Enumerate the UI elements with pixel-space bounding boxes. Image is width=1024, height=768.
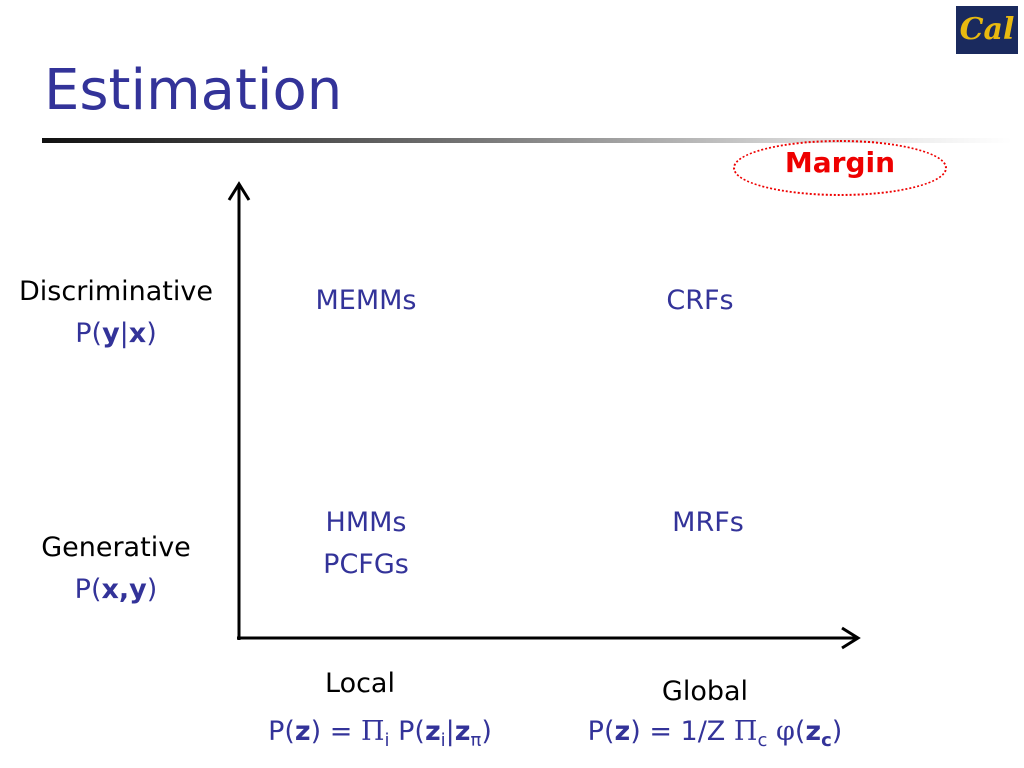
formula-part: P( [268, 716, 295, 747]
formula-part: P( [389, 716, 425, 747]
cell: CRFs [600, 280, 800, 322]
formula-part: ) [146, 318, 157, 349]
cell: HMMs PCFGs [266, 502, 466, 586]
formula-part: ( [794, 716, 806, 747]
x-arrow [841, 626, 861, 650]
model-name: HMMs [325, 507, 407, 538]
x-formula: P(z) = 1/Z Πc φ(zc) [535, 716, 895, 751]
margin-ellipse [733, 140, 947, 196]
y-label: Generative [41, 532, 191, 563]
model-name: CRFs [666, 285, 734, 316]
margin-label: Margin [784, 146, 896, 179]
model-name: MRFs [672, 507, 744, 538]
formula-part: z [294, 716, 311, 747]
formula-part: | [445, 716, 455, 747]
formula-part: ) [831, 716, 843, 747]
formula-part: Π [360, 716, 385, 747]
y-label: Discriminative [19, 276, 213, 307]
formula-part: x,y [101, 574, 147, 605]
formula-part: P( [74, 574, 102, 605]
x-formula: P(z) = Πi P(zi|zπ) [200, 716, 560, 751]
model-name: MEMMs [315, 285, 417, 316]
slide-title: Estimation [44, 58, 343, 123]
cell: MRFs [608, 502, 808, 544]
model-name: PCFGs [323, 549, 409, 580]
formula-part: φ [775, 716, 795, 747]
x-label: Local [325, 668, 395, 699]
formula-part: y [102, 318, 120, 349]
formula-part: ) [146, 574, 158, 605]
formula-part: c [757, 730, 768, 751]
y-formula: P(x,y) [0, 574, 232, 605]
formula-part: ) = [310, 716, 361, 747]
formula-part: i [384, 730, 390, 751]
formula-part: | [119, 318, 129, 349]
cell: MEMMs [266, 280, 466, 322]
formula-part: x [128, 318, 147, 349]
formula-part: c [821, 730, 832, 751]
y-formula: P(y|x) [0, 318, 232, 349]
formula-part: z [805, 716, 822, 747]
logo: Cal [956, 6, 1018, 54]
formula-part: z [454, 716, 471, 747]
formula-part [767, 716, 776, 747]
formula-part: ) = 1/Z [630, 716, 734, 747]
formula-part: i [440, 730, 446, 751]
formula-part: P( [75, 318, 103, 349]
x-label: Global [661, 676, 749, 707]
formula-part: P( [587, 716, 615, 747]
formula-part: z [614, 716, 631, 747]
title-rule [42, 138, 1012, 143]
y-arrow [227, 181, 251, 201]
formula-part: ) [481, 716, 492, 747]
formula-part: z [424, 716, 441, 747]
formula-part: π [470, 730, 482, 751]
formula-part: Π [733, 716, 758, 747]
